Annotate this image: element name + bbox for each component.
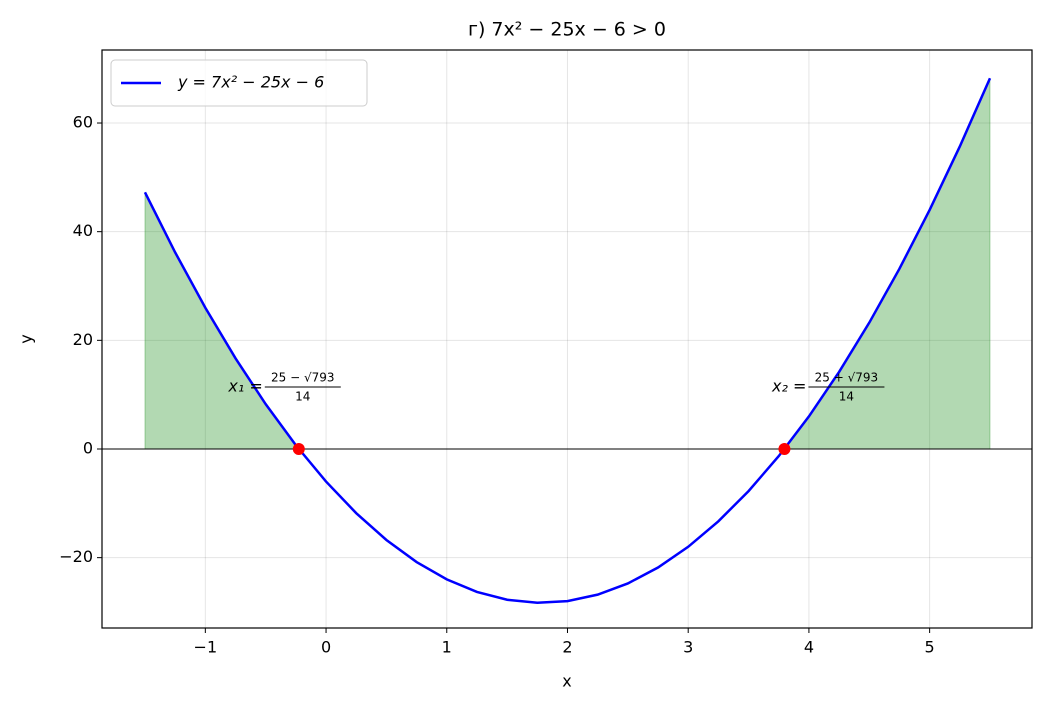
curve [143, 77, 992, 605]
x-tick-label: 2 [562, 638, 572, 657]
x-tick-label: 5 [925, 638, 935, 657]
annotation-denominator: 14 [839, 390, 854, 404]
y-tick-label: 20 [73, 330, 93, 349]
x-tick-label: 1 [442, 638, 452, 657]
y-tick-label: 60 [73, 113, 93, 132]
root-point [778, 442, 791, 455]
annotation-numerator: 25 − √793 [271, 371, 335, 385]
y-tick-label: −20 [59, 547, 93, 566]
x-tick-label: 3 [683, 638, 693, 657]
x-tick-label: 0 [321, 638, 331, 657]
x-tick-label: 4 [804, 638, 814, 657]
chart-title: г) 7x² − 25x − 6 > 0 [468, 19, 666, 41]
annotation-lhs: x₁ = [227, 377, 262, 396]
y-tick-label: 0 [83, 438, 93, 457]
annotation-lhs: x₂ = [771, 377, 806, 396]
legend-label: y = 7x² − 25x − 6 [177, 73, 324, 92]
root-point [292, 442, 305, 455]
x-tick-label: −1 [194, 638, 218, 657]
legend-box [110, 59, 368, 107]
y-tick-label: 40 [73, 221, 93, 240]
plot-frame [101, 49, 1033, 629]
annotation-numerator: 25 + √793 [815, 371, 879, 385]
y-axis-label: y [17, 334, 36, 343]
x-axis-label: x [562, 672, 571, 691]
annotation-denominator: 14 [295, 390, 310, 404]
